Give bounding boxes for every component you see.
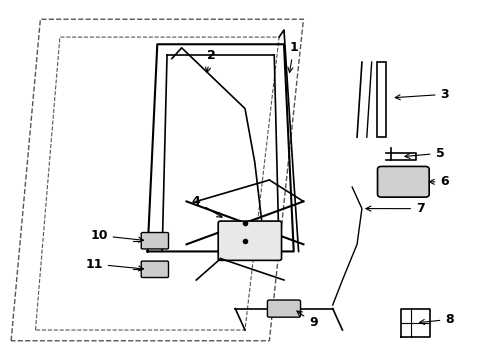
Text: 1: 1 — [288, 41, 298, 72]
Text: 10: 10 — [90, 229, 144, 242]
Text: 4: 4 — [192, 195, 222, 217]
Text: 3: 3 — [395, 88, 449, 101]
FancyBboxPatch shape — [268, 300, 300, 317]
Text: 5: 5 — [405, 147, 444, 160]
Text: 2: 2 — [206, 49, 215, 72]
Text: 8: 8 — [419, 313, 454, 326]
Text: 6: 6 — [429, 175, 449, 188]
FancyBboxPatch shape — [218, 221, 282, 260]
FancyBboxPatch shape — [141, 233, 169, 249]
Text: 11: 11 — [85, 257, 144, 271]
FancyBboxPatch shape — [377, 166, 429, 197]
Text: 7: 7 — [366, 202, 425, 215]
FancyBboxPatch shape — [141, 261, 169, 278]
Text: 9: 9 — [297, 311, 318, 329]
